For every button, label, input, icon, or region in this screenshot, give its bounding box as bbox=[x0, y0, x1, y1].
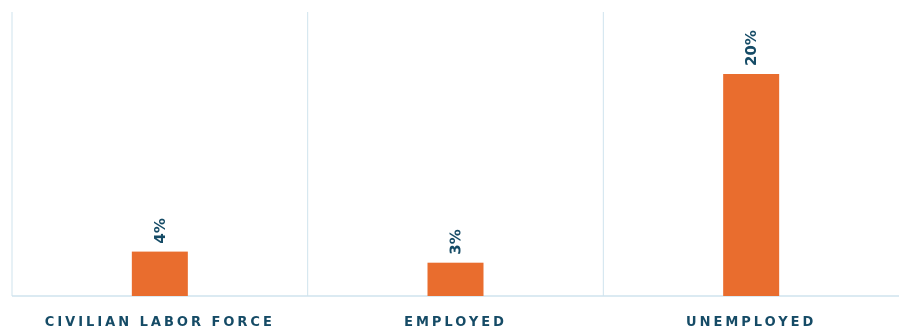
bar-2 bbox=[723, 74, 780, 296]
chart-category-labels: CIVILIAN LABOR FORCE EMPLOYED UNEMPLOYED bbox=[45, 315, 816, 330]
bar-1 bbox=[427, 262, 484, 296]
category-label-1: EMPLOYED bbox=[404, 315, 507, 330]
category-label-0: CIVILIAN LABOR FORCE bbox=[45, 315, 275, 330]
bar-0 bbox=[131, 251, 188, 296]
value-label-1: 3% bbox=[447, 229, 465, 254]
chart-bars bbox=[131, 74, 780, 296]
category-label-2: UNEMPLOYED bbox=[686, 315, 816, 330]
value-label-2: 20% bbox=[742, 30, 760, 66]
value-label-0: 4% bbox=[151, 218, 169, 243]
chart-value-labels: 4% 3% 20% bbox=[151, 30, 760, 255]
